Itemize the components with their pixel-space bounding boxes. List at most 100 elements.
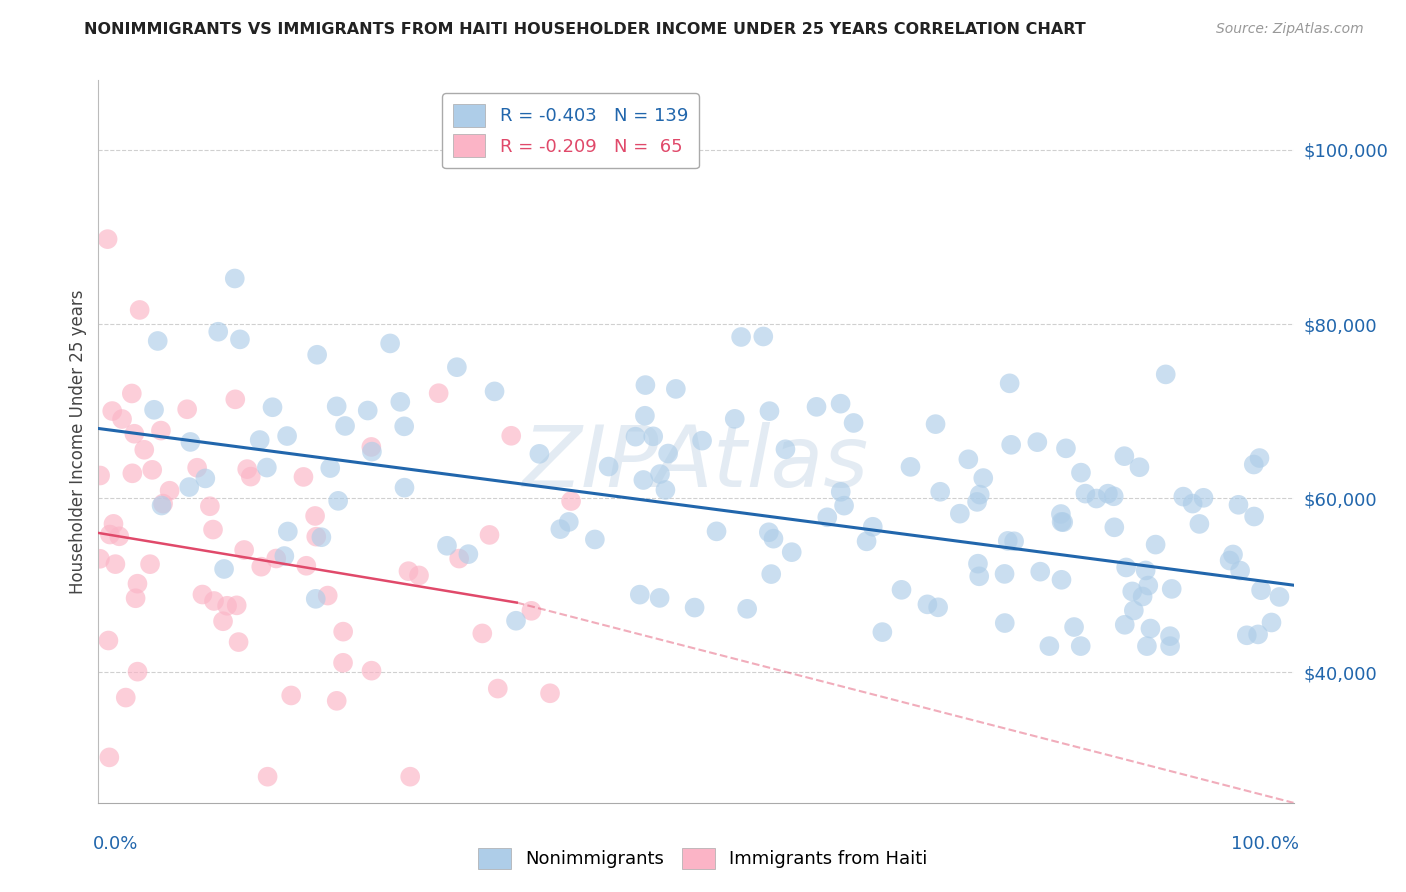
Nonimmigrants [1268, 590, 1291, 604]
Nonimmigrants [957, 452, 980, 467]
Immigrants from Haiti [124, 591, 146, 606]
Immigrants from Haiti [256, 770, 278, 784]
Immigrants from Haiti [538, 686, 561, 700]
Nonimmigrants [262, 401, 284, 415]
Nonimmigrants [1052, 515, 1074, 529]
Nonimmigrants [967, 557, 990, 571]
Nonimmigrants [994, 615, 1017, 630]
Immigrants from Haiti [325, 694, 347, 708]
Immigrants from Haiti [360, 440, 382, 454]
Nonimmigrants [273, 549, 295, 563]
Immigrants from Haiti [224, 392, 246, 407]
Immigrants from Haiti [520, 604, 543, 618]
Nonimmigrants [1128, 460, 1150, 475]
Nonimmigrants [648, 467, 671, 481]
Nonimmigrants [1137, 578, 1160, 592]
Nonimmigrants [624, 430, 647, 444]
Nonimmigrants [1050, 507, 1073, 521]
Nonimmigrants [1070, 639, 1092, 653]
Legend: Nonimmigrants, Immigrants from Haiti: Nonimmigrants, Immigrants from Haiti [471, 840, 935, 876]
Nonimmigrants [1050, 515, 1073, 529]
Nonimmigrants [1135, 564, 1157, 578]
Immigrants from Haiti [89, 468, 111, 483]
Nonimmigrants [1144, 538, 1167, 552]
Nonimmigrants [229, 332, 252, 346]
Immigrants from Haiti [486, 681, 509, 696]
Text: 0.0%: 0.0% [93, 835, 138, 854]
Immigrants from Haiti [217, 599, 239, 613]
Nonimmigrants [643, 429, 665, 443]
Nonimmigrants [146, 334, 169, 348]
Nonimmigrants [311, 530, 333, 544]
Text: ZIPAtlas: ZIPAtlas [523, 422, 869, 505]
Nonimmigrants [446, 360, 468, 375]
Immigrants from Haiti [202, 523, 225, 537]
Nonimmigrants [972, 471, 994, 485]
Nonimmigrants [758, 525, 780, 540]
Immigrants from Haiti [427, 386, 450, 401]
Nonimmigrants [1097, 486, 1119, 500]
Nonimmigrants [150, 499, 173, 513]
Immigrants from Haiti [176, 402, 198, 417]
Nonimmigrants [277, 524, 299, 539]
Immigrants from Haiti [108, 529, 131, 543]
Nonimmigrants [724, 412, 747, 426]
Immigrants from Haiti [264, 551, 287, 566]
Nonimmigrants [1249, 451, 1271, 466]
Immigrants from Haiti [560, 494, 582, 508]
Immigrants from Haiti [292, 470, 315, 484]
Nonimmigrants [361, 444, 384, 458]
Text: NONIMMIGRANTS VS IMMIGRANTS FROM HAITI HOUSEHOLDER INCOME UNDER 25 YEARS CORRELA: NONIMMIGRANTS VS IMMIGRANTS FROM HAITI H… [84, 22, 1085, 37]
Immigrants from Haiti [191, 588, 214, 602]
Nonimmigrants [997, 533, 1019, 548]
Nonimmigrants [752, 329, 775, 343]
Nonimmigrants [832, 499, 855, 513]
Nonimmigrants [319, 461, 342, 475]
Nonimmigrants [1227, 498, 1250, 512]
Immigrants from Haiti [236, 462, 259, 476]
Nonimmigrants [1160, 582, 1182, 596]
Nonimmigrants [1000, 438, 1022, 452]
Nonimmigrants [558, 515, 581, 529]
Immigrants from Haiti [149, 424, 172, 438]
Nonimmigrants [998, 376, 1021, 391]
Immigrants from Haiti [332, 656, 354, 670]
Nonimmigrants [758, 404, 780, 418]
Nonimmigrants [1181, 497, 1204, 511]
Nonimmigrants [505, 614, 527, 628]
Nonimmigrants [436, 539, 458, 553]
Nonimmigrants [634, 409, 657, 423]
Nonimmigrants [1219, 553, 1241, 567]
Immigrants from Haiti [124, 426, 146, 441]
Immigrants from Haiti [121, 467, 143, 481]
Immigrants from Haiti [97, 633, 120, 648]
Nonimmigrants [1074, 486, 1097, 500]
Immigrants from Haiti [159, 483, 181, 498]
Immigrants from Haiti [127, 665, 149, 679]
Nonimmigrants [1173, 490, 1195, 504]
Nonimmigrants [1159, 639, 1181, 653]
Immigrants from Haiti [97, 232, 120, 246]
Immigrants from Haiti [360, 664, 382, 678]
Nonimmigrants [276, 429, 298, 443]
Nonimmigrants [143, 402, 166, 417]
Nonimmigrants [378, 336, 401, 351]
Nonimmigrants [357, 403, 380, 417]
Immigrants from Haiti [280, 689, 302, 703]
Nonimmigrants [1063, 620, 1085, 634]
Nonimmigrants [1121, 584, 1143, 599]
Immigrants from Haiti [103, 516, 125, 531]
Text: Source: ZipAtlas.com: Source: ZipAtlas.com [1216, 22, 1364, 37]
Nonimmigrants [761, 567, 783, 582]
Immigrants from Haiti [101, 404, 124, 418]
Nonimmigrants [929, 484, 952, 499]
Immigrants from Haiti [202, 594, 225, 608]
Immigrants from Haiti [295, 558, 318, 573]
Immigrants from Haiti [139, 557, 162, 571]
Nonimmigrants [207, 325, 229, 339]
Immigrants from Haiti [305, 530, 328, 544]
Nonimmigrants [633, 473, 655, 487]
Nonimmigrants [583, 533, 606, 547]
Nonimmigrants [1250, 583, 1272, 598]
Nonimmigrants [648, 591, 671, 605]
